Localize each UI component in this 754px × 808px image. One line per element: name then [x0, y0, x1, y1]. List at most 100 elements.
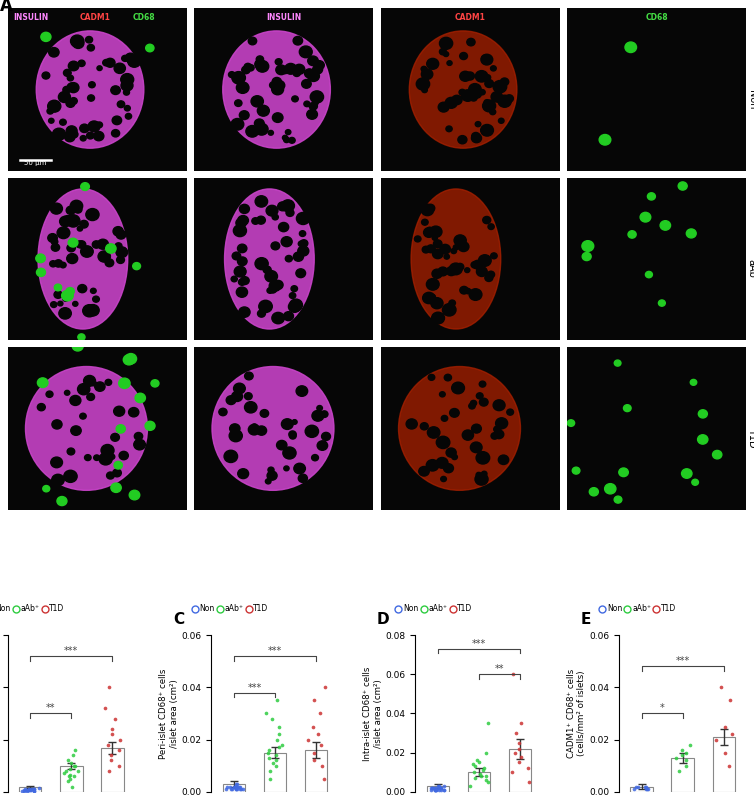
Circle shape [443, 304, 456, 316]
Circle shape [615, 360, 621, 366]
Circle shape [78, 384, 90, 395]
Circle shape [285, 255, 293, 262]
Circle shape [470, 95, 477, 101]
Point [263, 743, 275, 756]
Circle shape [231, 276, 238, 282]
Circle shape [116, 230, 126, 239]
Circle shape [125, 354, 136, 364]
Circle shape [480, 124, 493, 136]
Y-axis label: CADM1⁺ CD68⁺ cells
(cells/mm² of islets): CADM1⁺ CD68⁺ cells (cells/mm² of islets) [567, 669, 587, 758]
Point [464, 780, 476, 793]
Circle shape [71, 426, 81, 436]
Circle shape [58, 301, 63, 306]
Circle shape [471, 133, 482, 143]
Circle shape [133, 440, 146, 450]
Circle shape [422, 246, 430, 253]
Circle shape [113, 118, 118, 123]
Point [66, 781, 78, 793]
Circle shape [317, 406, 323, 410]
Point [513, 736, 525, 749]
Point [430, 784, 442, 797]
Circle shape [449, 409, 459, 417]
Circle shape [284, 312, 293, 321]
Point [262, 746, 274, 759]
Point [265, 772, 277, 785]
Circle shape [67, 75, 73, 81]
Circle shape [71, 35, 84, 47]
Circle shape [293, 69, 301, 77]
Circle shape [125, 113, 132, 119]
Circle shape [309, 103, 317, 110]
Bar [101, 748, 124, 792]
Circle shape [289, 431, 296, 438]
Circle shape [454, 235, 466, 246]
Circle shape [84, 376, 96, 386]
Point [425, 784, 437, 797]
Point [64, 772, 76, 785]
Circle shape [78, 241, 86, 248]
Point [106, 722, 118, 735]
Bar [19, 787, 41, 792]
Point [722, 760, 734, 772]
Circle shape [658, 300, 665, 306]
Point [263, 764, 275, 777]
Circle shape [255, 196, 268, 207]
Point [69, 760, 81, 772]
Circle shape [247, 65, 254, 71]
Circle shape [272, 313, 284, 324]
Circle shape [645, 271, 652, 278]
Circle shape [121, 74, 133, 86]
Circle shape [54, 284, 62, 291]
Circle shape [66, 99, 75, 107]
Circle shape [51, 244, 60, 251]
Circle shape [121, 56, 128, 61]
Circle shape [87, 95, 94, 101]
Circle shape [491, 432, 498, 440]
Point [230, 783, 242, 796]
Circle shape [660, 221, 670, 230]
Circle shape [256, 56, 264, 62]
Circle shape [489, 109, 495, 115]
Point [260, 707, 272, 720]
Circle shape [625, 42, 636, 53]
Circle shape [582, 252, 591, 261]
Circle shape [251, 95, 263, 107]
Circle shape [293, 36, 302, 45]
Circle shape [440, 392, 445, 397]
Circle shape [72, 301, 78, 306]
Circle shape [260, 410, 268, 417]
Circle shape [69, 61, 79, 71]
Point [676, 743, 688, 756]
Point [642, 783, 654, 796]
Circle shape [112, 116, 121, 124]
Circle shape [406, 419, 417, 429]
Circle shape [427, 227, 433, 233]
Point [507, 766, 519, 779]
Y-axis label: Intra-islet CD68⁺ cells
/islet area (cm²): Intra-islet CD68⁺ cells /islet area (cm²… [363, 667, 382, 760]
Point [429, 784, 441, 797]
Circle shape [494, 426, 501, 432]
Point [20, 783, 32, 796]
Circle shape [477, 266, 482, 271]
Circle shape [93, 132, 104, 141]
Point [319, 681, 331, 694]
Circle shape [57, 496, 67, 506]
Point [434, 780, 446, 793]
Circle shape [114, 461, 122, 469]
Circle shape [426, 204, 435, 212]
Circle shape [256, 61, 268, 72]
Circle shape [111, 86, 121, 95]
Circle shape [427, 58, 439, 69]
Point [18, 783, 30, 796]
Circle shape [317, 441, 328, 450]
Point [63, 770, 75, 783]
Circle shape [258, 310, 265, 318]
Point [475, 770, 487, 783]
Circle shape [84, 455, 91, 461]
Circle shape [80, 413, 86, 419]
Circle shape [272, 214, 278, 220]
Circle shape [449, 300, 455, 306]
Circle shape [70, 131, 78, 138]
Circle shape [87, 44, 94, 51]
Circle shape [479, 255, 491, 267]
